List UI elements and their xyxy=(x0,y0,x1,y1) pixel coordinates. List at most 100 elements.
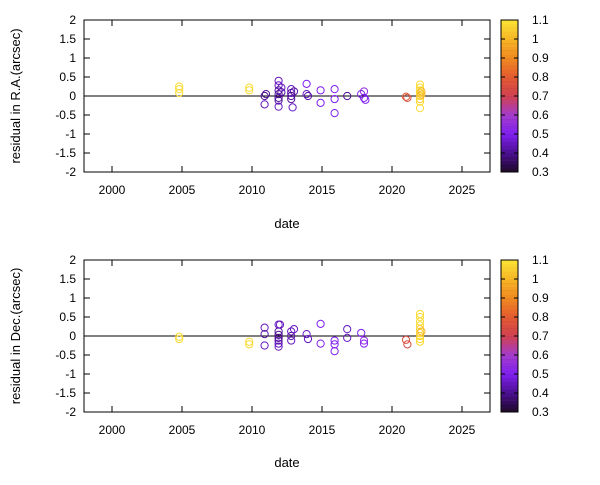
colorbar-band xyxy=(501,149,518,154)
data-point xyxy=(274,333,283,342)
x-tick-label: 2000 xyxy=(99,423,126,437)
colorbar-band xyxy=(501,279,518,284)
data-point xyxy=(260,100,269,109)
data-point xyxy=(343,91,352,101)
colorbar-band xyxy=(501,103,518,108)
y-tick-label: -2 xyxy=(65,405,76,419)
colorbar-band xyxy=(501,351,518,356)
x-tick-label: 2000 xyxy=(99,183,126,197)
data-point xyxy=(175,332,184,341)
colorbar-band xyxy=(501,396,518,401)
y-axis-label: residual in Dec.(arcsec) xyxy=(8,268,23,405)
data-point xyxy=(260,323,269,332)
colorbar-tick-label: 0.6 xyxy=(532,348,549,362)
x-tick-label: 2005 xyxy=(169,183,196,197)
data-point xyxy=(274,96,283,105)
data-point xyxy=(303,334,313,344)
colorbar-band xyxy=(501,39,518,44)
colorbar-band xyxy=(501,58,518,63)
colorbar-band xyxy=(501,111,518,116)
data-point xyxy=(287,91,296,101)
data-point xyxy=(302,90,311,99)
y-tick-label: 1.5 xyxy=(59,32,76,46)
data-point xyxy=(277,88,286,97)
data-point xyxy=(260,91,269,101)
y-tick-label: -2 xyxy=(65,165,76,179)
colorbar-band xyxy=(501,130,518,135)
colorbar-tick-label: 0.6 xyxy=(532,108,549,122)
colorbar-band xyxy=(501,137,518,142)
data-point xyxy=(357,328,366,338)
y-tick-label: -0.5 xyxy=(55,348,76,362)
data-point xyxy=(330,336,339,345)
data-point xyxy=(275,320,285,329)
colorbar-band xyxy=(501,156,518,161)
data-point xyxy=(415,331,425,341)
colorbar-band xyxy=(501,23,518,28)
colorbar-band xyxy=(501,339,518,344)
data-point xyxy=(361,95,370,104)
data-point xyxy=(277,83,286,92)
data-point xyxy=(316,98,325,107)
colorbar-tick-label: 0.7 xyxy=(532,329,549,343)
colorbar-band xyxy=(501,115,518,120)
data-point xyxy=(274,342,283,351)
colorbar-band xyxy=(501,80,518,85)
colorbar-tick-label: 0.5 xyxy=(532,127,549,141)
colorbar-band xyxy=(501,408,518,413)
colorbar-band xyxy=(501,168,518,173)
data-point xyxy=(359,93,369,103)
data-point xyxy=(359,336,369,345)
colorbar-tick-label: 0.4 xyxy=(532,386,549,400)
colorbar-tick-label: 1 xyxy=(532,32,539,46)
x-tick-label: 2025 xyxy=(449,183,476,197)
x-tick-label: 2025 xyxy=(449,423,476,437)
data-point xyxy=(415,328,425,338)
data-point xyxy=(175,334,184,344)
data-point xyxy=(287,94,296,104)
colorbar-band xyxy=(501,54,518,59)
colorbar-band xyxy=(501,355,518,360)
data-point xyxy=(417,90,426,99)
colorbar-tick-label: 0.9 xyxy=(532,291,549,305)
colorbar-band xyxy=(501,358,518,363)
data-point xyxy=(274,76,283,85)
data-point xyxy=(330,347,339,356)
y-tick-label: 2 xyxy=(69,13,76,27)
colorbar-band xyxy=(501,389,518,394)
x-tick-label: 2020 xyxy=(379,423,406,437)
data-point xyxy=(415,104,425,113)
data-point xyxy=(330,109,339,118)
data-point xyxy=(287,327,296,336)
colorbar-band xyxy=(501,286,518,291)
colorbar-band xyxy=(501,393,518,398)
data-point xyxy=(330,85,339,94)
data-point xyxy=(175,82,184,91)
x-tick-label: 2015 xyxy=(309,423,336,437)
data-point xyxy=(175,88,184,98)
colorbar-band xyxy=(501,73,518,78)
colorbar-band xyxy=(501,118,518,123)
colorbar-tick-label: 1.1 xyxy=(532,253,549,267)
colorbar-band xyxy=(501,370,518,375)
colorbar-band xyxy=(501,282,518,287)
data-point xyxy=(343,325,352,334)
y-tick-label: 1 xyxy=(69,291,76,305)
data-point xyxy=(261,90,271,99)
data-point xyxy=(415,312,425,322)
colorbar-band xyxy=(501,263,518,268)
data-point xyxy=(415,91,425,101)
data-point xyxy=(288,103,297,112)
colorbar-tick-label: 0.5 xyxy=(532,367,549,381)
data-point xyxy=(359,339,369,348)
y-tick-label: 0.5 xyxy=(59,310,76,324)
colorbar-tick-label: 0.3 xyxy=(532,165,549,179)
colorbar-band xyxy=(501,153,518,158)
x-tick-label: 2015 xyxy=(309,183,336,197)
colorbar-band xyxy=(501,77,518,82)
colorbar-band xyxy=(501,328,518,333)
colorbar-band xyxy=(501,366,518,371)
y-tick-label: 0 xyxy=(69,329,76,343)
colorbar-band xyxy=(501,88,518,93)
